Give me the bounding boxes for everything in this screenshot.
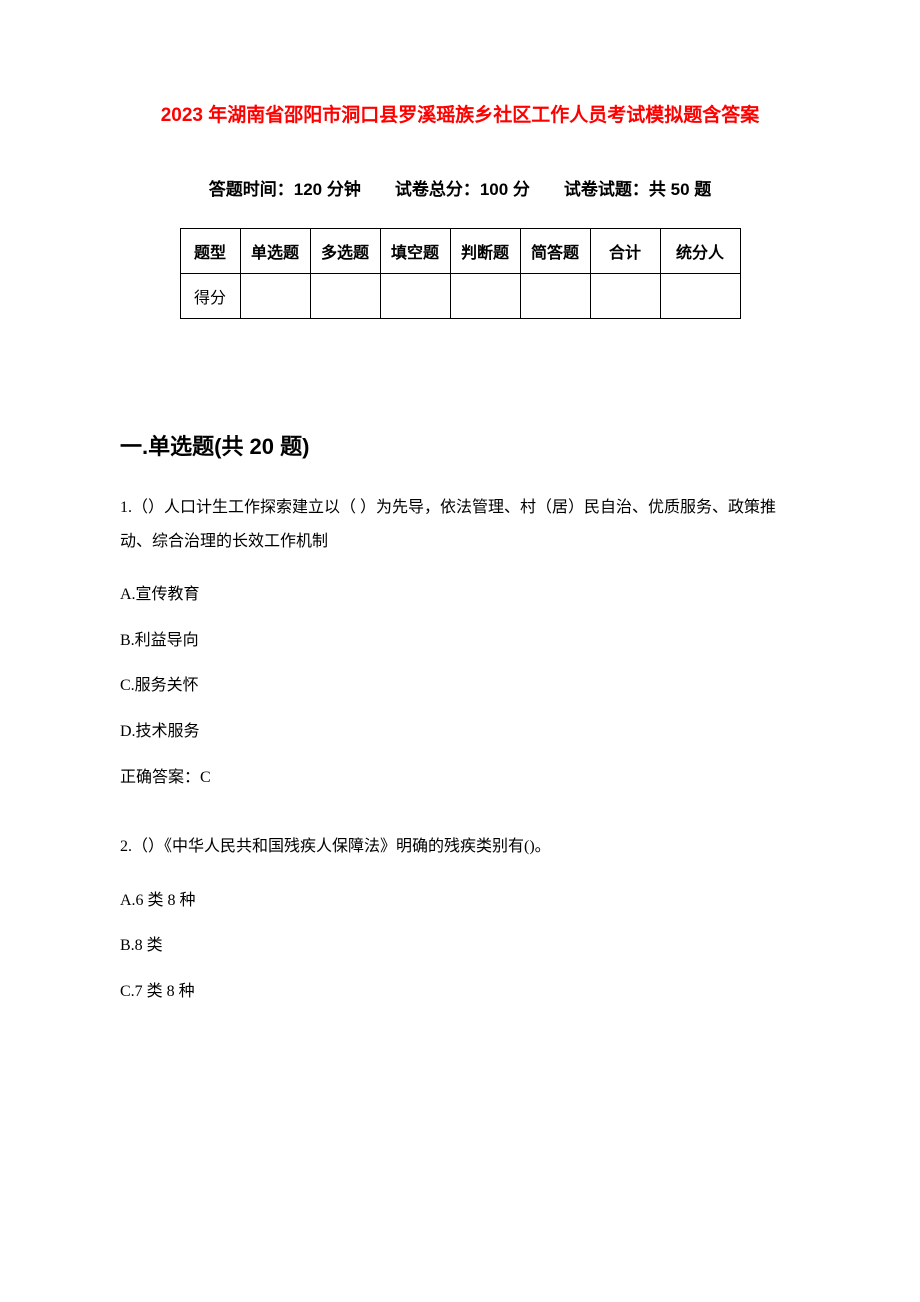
question-2-text: 2.（）《中华人民共和国残疾人保障法》明确的残疾类别有()。: [120, 830, 800, 864]
question-1-option-b: B.利益导向: [120, 628, 800, 654]
question-1-option-c: C.服务关怀: [120, 673, 800, 699]
question-2-option-b: B.8 类: [120, 933, 800, 959]
header-type-2: 填空题: [380, 229, 450, 274]
header-type-3: 判断题: [450, 229, 520, 274]
question-2: 2.（）《中华人民共和国残疾人保障法》明确的残疾类别有()。 A.6 类 8 种…: [120, 830, 800, 1004]
score-cell-1: [310, 274, 380, 319]
score-total: [590, 274, 660, 319]
section-heading: 一.单选题(共 20 题): [120, 429, 800, 461]
exam-info-line: 答题时间：120 分钟 试卷总分：100 分 试卷试题：共 50 题: [120, 175, 800, 200]
question-1: 1.（）人口计生工作探索建立以（ ）为先导，依法管理、村（居）民自治、优质服务、…: [120, 491, 800, 790]
score-cell-4: [520, 274, 590, 319]
question-2-option-c: C.7 类 8 种: [120, 979, 800, 1005]
question-1-option-d: D.技术服务: [120, 719, 800, 745]
score-cell-3: [450, 274, 520, 319]
score-scorer: [660, 274, 740, 319]
table-score-row: 得分: [180, 274, 740, 319]
question-1-option-a: A.宣传教育: [120, 582, 800, 608]
score-cell-0: [240, 274, 310, 319]
question-2-option-a: A.6 类 8 种: [120, 888, 800, 914]
document-title: 2023 年湖南省邵阳市洞口县罗溪瑶族乡社区工作人员考试模拟题含答案: [120, 100, 800, 127]
header-type-1: 多选题: [310, 229, 380, 274]
question-1-answer: 正确答案：C: [120, 765, 800, 791]
header-total: 合计: [590, 229, 660, 274]
header-type-4: 简答题: [520, 229, 590, 274]
header-scorer: 统分人: [660, 229, 740, 274]
score-cell-2: [380, 274, 450, 319]
header-type-0: 单选题: [240, 229, 310, 274]
table-header-row: 题型 单选题 多选题 填空题 判断题 简答题 合计 统分人: [180, 229, 740, 274]
score-label: 得分: [180, 274, 240, 319]
header-label: 题型: [180, 229, 240, 274]
score-table: 题型 单选题 多选题 填空题 判断题 简答题 合计 统分人 得分: [180, 228, 741, 319]
question-1-text: 1.（）人口计生工作探索建立以（ ）为先导，依法管理、村（居）民自治、优质服务、…: [120, 491, 800, 558]
